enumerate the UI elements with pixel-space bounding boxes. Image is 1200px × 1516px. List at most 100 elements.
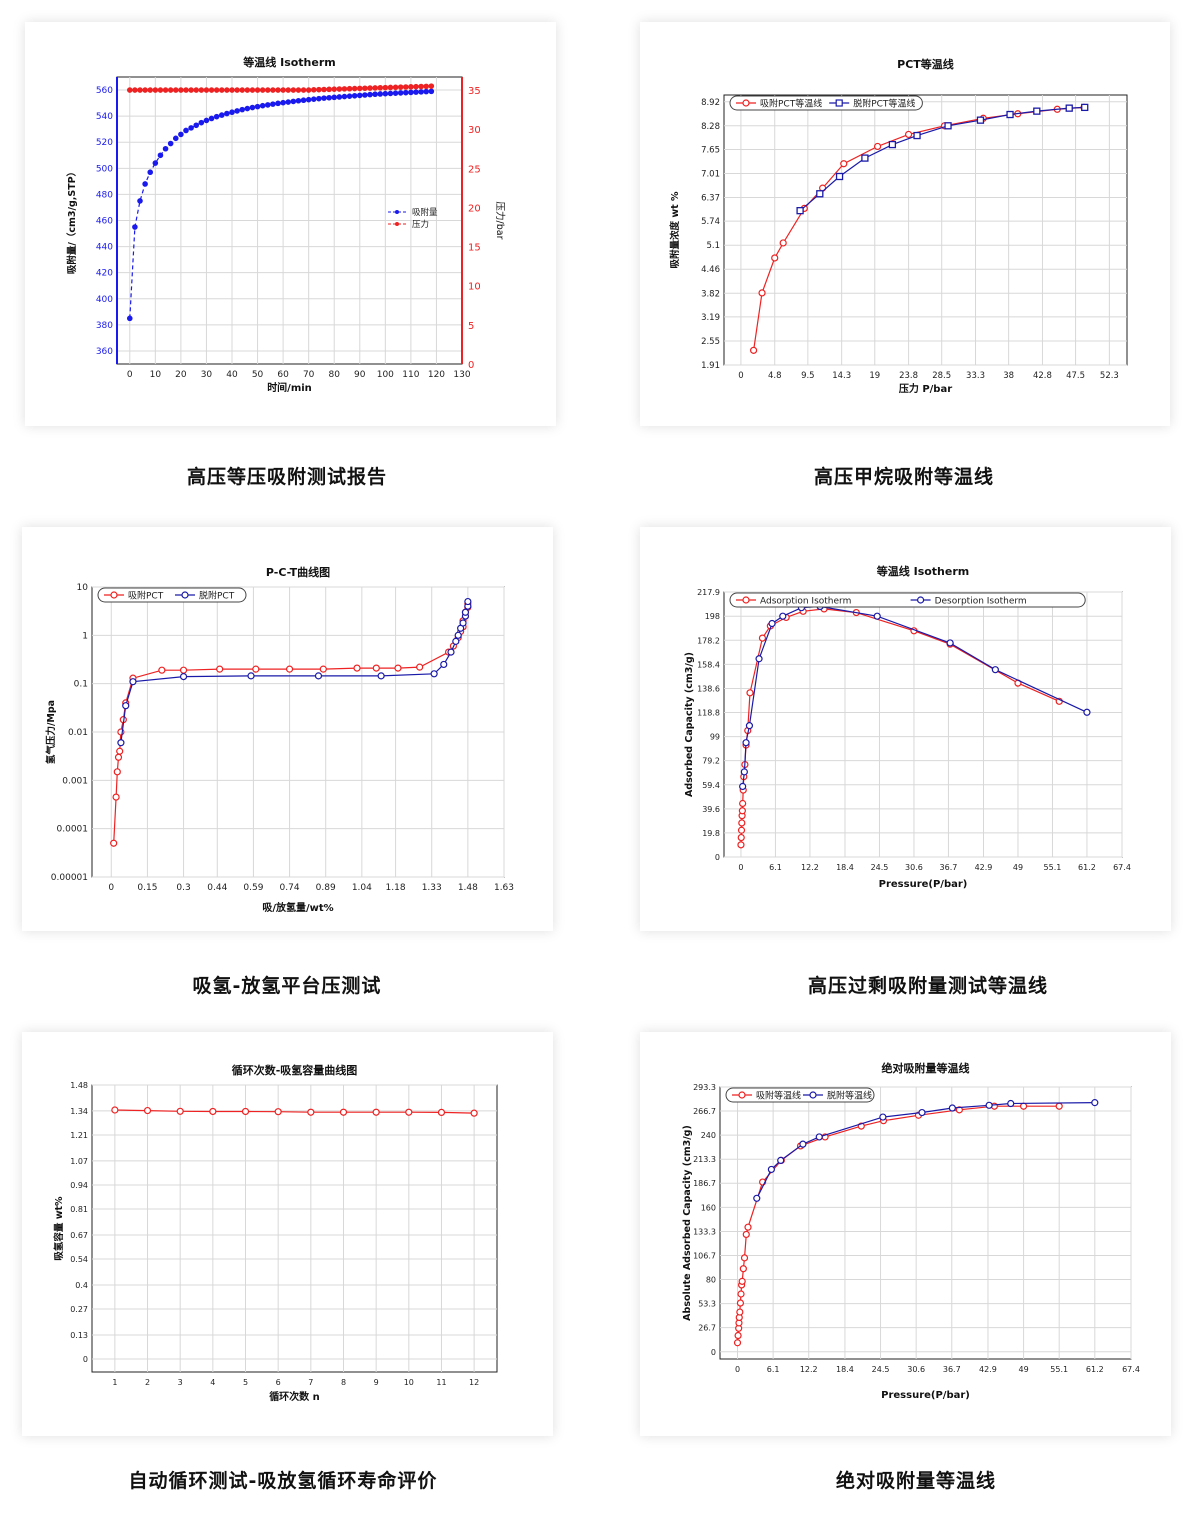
x-axis-label: 吸/放氢量/wt% <box>262 901 333 914</box>
data-point <box>1083 708 1091 716</box>
legend-marker <box>835 99 843 107</box>
data-point <box>129 678 137 686</box>
legend-marker <box>809 1091 817 1099</box>
data-point <box>218 112 225 118</box>
legend-marker <box>110 591 118 599</box>
data-point <box>377 672 385 680</box>
y-tick-label: 79.2 <box>702 757 720 766</box>
y-tick-label: 133.3 <box>693 1227 716 1236</box>
data-point <box>904 130 913 139</box>
data-point <box>1081 103 1089 112</box>
y-tick-label: 0.0001 <box>57 825 89 835</box>
data-point <box>742 1230 750 1239</box>
data-point <box>244 105 251 112</box>
data-point <box>179 666 188 674</box>
data-point <box>162 87 169 93</box>
data-point <box>737 841 745 849</box>
data-point <box>110 839 118 847</box>
data-point <box>178 131 184 138</box>
data-point <box>440 660 448 669</box>
y-tick-label: 99 <box>710 733 720 742</box>
data-point <box>392 90 399 96</box>
legend-marker <box>181 591 189 599</box>
y-tick-label: 0.67 <box>70 1231 88 1240</box>
y2-tick-label: 35 <box>468 86 481 97</box>
legend-label: 脱附PCT等温线 <box>853 98 915 110</box>
data-point <box>413 89 419 95</box>
data-point <box>280 87 286 93</box>
y2-axis-label: 压力/bar <box>494 202 506 240</box>
y-tick-label: 2.55 <box>701 337 720 347</box>
data-point <box>372 664 380 672</box>
y-tick-label: 540 <box>96 112 113 122</box>
data-point <box>873 142 882 151</box>
data-point <box>157 87 164 93</box>
data-point <box>913 131 921 140</box>
y-tick-label: 500 <box>96 164 113 174</box>
x-tick-label: 19 <box>869 371 880 381</box>
data-point <box>111 1106 119 1114</box>
x-tick-label: 24.5 <box>871 863 889 872</box>
data-point <box>377 91 384 97</box>
data-point <box>739 782 747 791</box>
data-point <box>1007 1099 1015 1108</box>
y-tick-label: 158.4 <box>697 660 720 669</box>
x-tick-label: 28.5 <box>932 371 951 381</box>
data-point <box>976 116 985 124</box>
y-tick-label: 3.82 <box>701 289 720 299</box>
x-tick-label: 0 <box>108 883 114 893</box>
x-tick-label: 9.5 <box>801 371 815 381</box>
y-tick-label: 1.91 <box>701 361 720 371</box>
data-point <box>351 92 358 99</box>
x-axis-label: 时间/min <box>267 381 312 394</box>
data-point <box>362 92 368 98</box>
data-point <box>114 753 123 761</box>
data-point <box>193 122 200 129</box>
data-point <box>918 1108 926 1117</box>
legend-label: 脱附PCT <box>199 590 235 602</box>
data-point <box>188 125 194 131</box>
caption-3: 吸氢-放氢平台压测试 <box>192 975 382 997</box>
data-point <box>122 702 130 710</box>
data-point <box>113 768 121 776</box>
plot-area <box>719 1086 1132 1360</box>
data-point <box>275 100 281 107</box>
y-axis-label: 氢气压力/Mpa <box>45 700 57 764</box>
data-point <box>1091 1099 1099 1107</box>
y-tick-label: 80 <box>706 1276 716 1285</box>
data-point <box>319 665 327 673</box>
y-tick-label: 420 <box>96 269 113 279</box>
data-point <box>112 793 120 801</box>
data-point <box>213 113 220 120</box>
data-point <box>142 181 148 187</box>
x-tick-label: 0.89 <box>316 883 336 893</box>
data-point <box>316 95 322 102</box>
data-point <box>208 115 215 122</box>
x-tick-label: 24.5 <box>872 1365 890 1374</box>
data-point <box>372 1108 380 1116</box>
data-point <box>132 224 138 230</box>
y2-tick-label: 10 <box>468 282 481 293</box>
data-point <box>405 1108 413 1116</box>
y-tick-label: 186.7 <box>693 1179 716 1188</box>
x-tick-label: 8 <box>341 1378 346 1387</box>
data-point <box>229 87 235 93</box>
y-tick-label: 1 <box>82 631 88 641</box>
data-point <box>946 639 954 647</box>
data-point <box>356 85 363 92</box>
legend-marker <box>395 222 399 226</box>
data-point <box>815 1133 823 1141</box>
data-point <box>249 104 256 111</box>
data-point <box>208 87 215 93</box>
y-tick-label: 160 <box>701 1203 716 1212</box>
data-point <box>733 1339 742 1347</box>
data-point <box>397 84 404 90</box>
x-tick-label: 67.4 <box>1113 863 1131 872</box>
x-tick-label: 33.3 <box>966 371 985 381</box>
data-point <box>216 665 224 673</box>
data-point <box>738 1277 746 1285</box>
x-tick-label: 23.8 <box>899 371 918 381</box>
data-point <box>461 608 470 616</box>
legend-label: Desorption Isotherm <box>935 597 1027 607</box>
x-tick-label: 20 <box>175 370 187 380</box>
